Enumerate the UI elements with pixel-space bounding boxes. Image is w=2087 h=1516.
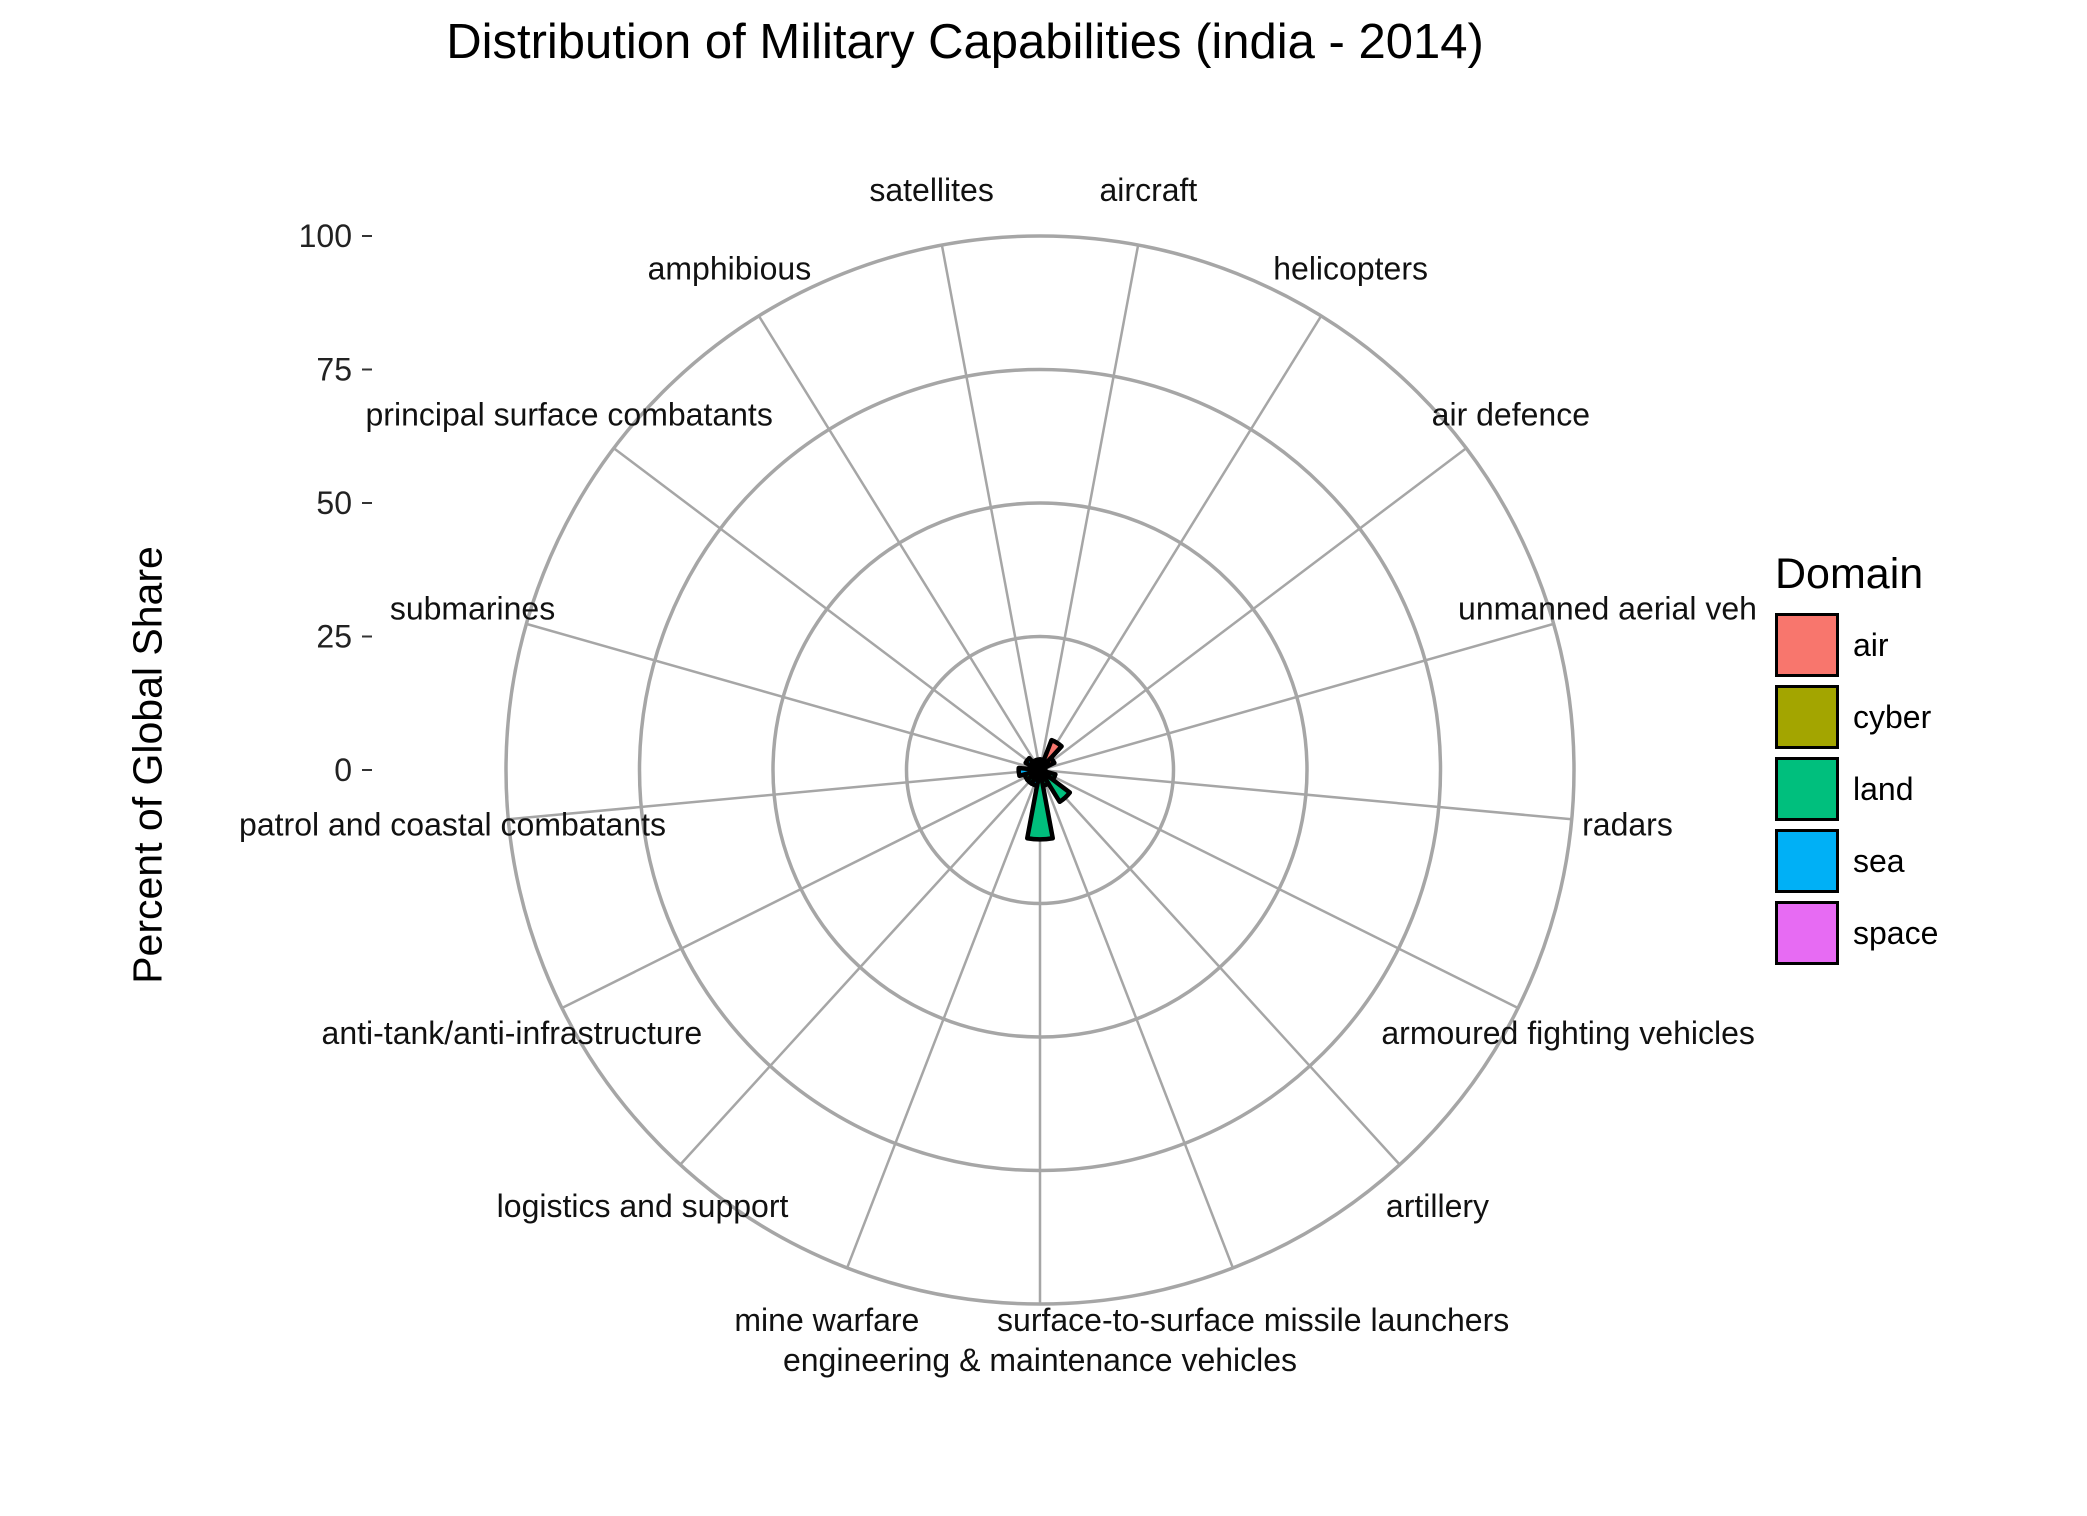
grid-spoke-3 bbox=[1039, 622, 1554, 772]
grid-spoke-9 bbox=[845, 769, 1042, 1269]
category-label-1: helicopters bbox=[1273, 250, 1428, 286]
category-label-11: anti-tank/anti-infrastructure bbox=[322, 1015, 703, 1051]
y-tick-label-75: 75 bbox=[316, 352, 352, 388]
y-tick-label-50: 50 bbox=[316, 485, 352, 521]
category-label-0: aircraft bbox=[1100, 172, 1198, 208]
grid-spoke-5 bbox=[1039, 768, 1519, 1010]
legend-key-air bbox=[1775, 613, 1839, 677]
category-label-8: engineering & maintenance vehicles bbox=[783, 1342, 1297, 1378]
legend-title: Domain bbox=[1775, 550, 1924, 598]
legend-item-land: land bbox=[1775, 753, 1938, 825]
category-label-15: amphibious bbox=[648, 250, 812, 286]
category-label-7: surface-to-surface missile launchers bbox=[997, 1302, 1509, 1338]
grid-spoke-16 bbox=[940, 244, 1042, 771]
legend-label-sea: sea bbox=[1853, 842, 1905, 879]
grid-spoke-15 bbox=[757, 315, 1042, 771]
category-label-14: principal surface combatants bbox=[366, 396, 773, 432]
grid-spoke-10 bbox=[679, 769, 1041, 1166]
grid-spoke-4 bbox=[1039, 768, 1572, 821]
category-label-4: radars bbox=[1582, 806, 1673, 842]
legend-key-land bbox=[1775, 757, 1839, 821]
legend-item-cyber: cyber bbox=[1775, 681, 1938, 753]
grid-spoke-7 bbox=[1038, 769, 1235, 1269]
legend-item-sea: sea bbox=[1775, 825, 1938, 897]
legend-label-space: space bbox=[1853, 914, 1939, 951]
y-tick-label-100: 100 bbox=[299, 218, 352, 254]
grid-spoke-14 bbox=[613, 447, 1041, 771]
y-tick-label-0: 0 bbox=[334, 752, 352, 788]
grid-spoke-1 bbox=[1038, 315, 1323, 771]
grid-spoke-12 bbox=[508, 768, 1041, 821]
legend-item-air: air bbox=[1775, 609, 1938, 681]
grid-spoke-2 bbox=[1039, 447, 1467, 771]
bar-16 bbox=[1033, 757, 1043, 773]
category-label-6: artillery bbox=[1386, 1188, 1489, 1224]
legend-label-land: land bbox=[1853, 770, 1914, 807]
legend-key-space bbox=[1775, 901, 1839, 965]
category-label-12: patrol and coastal combatants bbox=[239, 806, 666, 842]
legend-key-sea bbox=[1775, 829, 1839, 893]
y-tick-label-25: 25 bbox=[316, 619, 352, 655]
category-label-2: air defence bbox=[1432, 396, 1590, 432]
category-label-10: logistics and support bbox=[497, 1188, 789, 1224]
grid-spoke-6 bbox=[1039, 769, 1401, 1166]
chart-title: Distribution of Military Capabilities (i… bbox=[446, 15, 1484, 69]
grid-spoke-13 bbox=[526, 622, 1041, 772]
category-label-9: mine warfare bbox=[734, 1302, 919, 1338]
legend-key-cyber bbox=[1775, 685, 1839, 749]
legend-label-air: air bbox=[1853, 626, 1889, 663]
category-label-16: satellites bbox=[869, 172, 994, 208]
grid-spoke-11 bbox=[561, 768, 1041, 1010]
legend: Domain air cyber land sea space bbox=[1775, 550, 1938, 969]
category-label-3: unmanned aerial veh bbox=[1458, 591, 1757, 627]
legend-item-space: space bbox=[1775, 897, 1938, 969]
category-label-5: armoured fighting vehicles bbox=[1381, 1015, 1755, 1051]
grid-spoke-0 bbox=[1038, 244, 1140, 771]
bar-8 bbox=[1024, 767, 1056, 842]
legend-label-cyber: cyber bbox=[1853, 698, 1932, 735]
category-label-13: submarines bbox=[390, 591, 555, 627]
